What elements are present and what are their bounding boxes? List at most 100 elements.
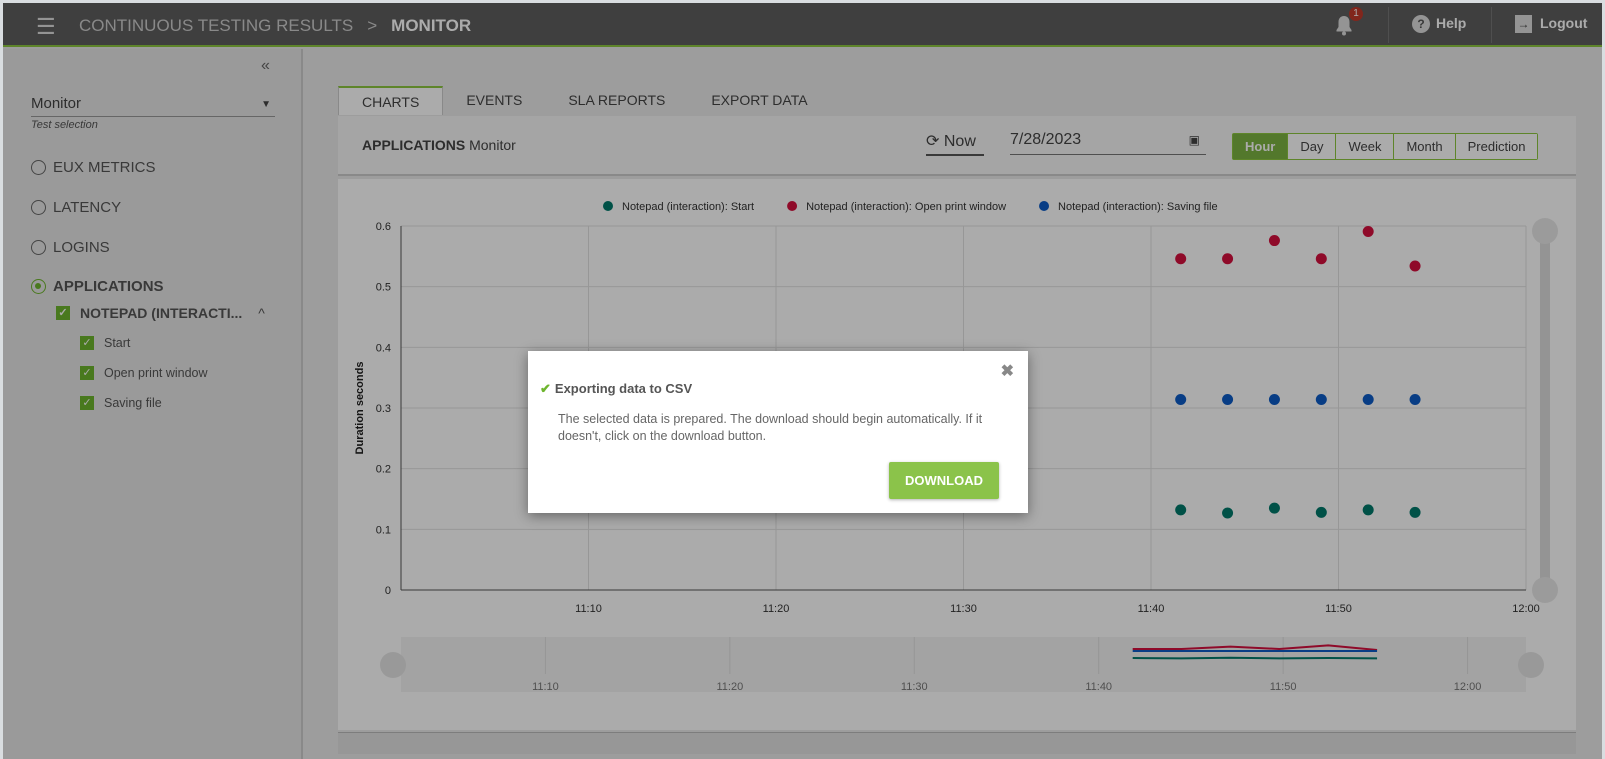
range-month[interactable]: Month <box>1393 134 1455 159</box>
breadcrumb-current: MONITOR <box>391 16 472 35</box>
chevron-up-icon[interactable]: ^ <box>258 305 265 321</box>
legend-label: Notepad (interaction): Saving file <box>1058 201 1218 213</box>
radio-logins[interactable]: LOGINS <box>31 239 110 256</box>
range-hour[interactable]: Hour <box>1233 134 1288 159</box>
chevron-right-icon: > <box>367 16 378 35</box>
modal-title-text: Exporting data to CSV <box>554 381 693 396</box>
test-selection-dropdown[interactable]: Monitor ▼ <box>31 95 275 117</box>
section-name: APPLICATIONS <box>362 137 466 153</box>
hamburger-menu-icon[interactable]: ☰ <box>36 14 56 39</box>
navigator-tick-label: 11:40 <box>1085 681 1112 693</box>
x-tick-label: 11:10 <box>575 603 602 615</box>
data-point <box>1268 394 1280 406</box>
radio-eux-metrics[interactable]: EUX METRICS <box>31 159 156 176</box>
divider <box>1388 7 1389 43</box>
data-point <box>1175 394 1187 406</box>
navigator-series-line <box>1132 644 1378 651</box>
radio-icon <box>31 200 46 215</box>
now-label: Now <box>943 133 976 150</box>
test-name: Monitor <box>469 137 516 153</box>
now-button[interactable]: ⟳ Now <box>926 131 984 156</box>
logout-button[interactable]: → Logout <box>1515 15 1587 33</box>
checkbox-checked-icon: ✓ <box>80 396 94 410</box>
data-point <box>1362 504 1374 516</box>
range-week[interactable]: Week <box>1335 134 1394 159</box>
date-input[interactable]: 7/28/2023 ▣ <box>1010 131 1206 155</box>
checkbox-checked-icon: ✓ <box>80 336 94 350</box>
refresh-icon: ⟳ <box>926 133 940 150</box>
checkbox-label: Saving file <box>104 396 162 410</box>
download-button[interactable]: DOWNLOAD <box>889 462 999 499</box>
data-point <box>1409 506 1421 518</box>
range-day[interactable]: Day <box>1287 134 1336 159</box>
tab-events[interactable]: EVENTS <box>466 92 523 108</box>
radio-icon <box>31 240 46 255</box>
slider-handle-bottom <box>1532 577 1558 603</box>
tab-charts[interactable]: CHARTS <box>338 86 444 115</box>
close-icon[interactable]: ✖ <box>1000 363 1014 380</box>
help-button[interactable]: ? Help <box>1412 15 1466 33</box>
radio-label: APPLICATIONS <box>53 278 164 295</box>
top-header: ☰ CONTINUOUS TESTING RESULTS > MONITOR 1 ?… <box>3 3 1602 47</box>
divider <box>1491 7 1492 43</box>
modal-title: ✔ Exporting data to CSV <box>540 381 692 397</box>
range-prediction[interactable]: Prediction <box>1454 134 1538 159</box>
navigator-handle-right <box>1518 652 1544 678</box>
check-icon: ✔ <box>540 381 551 396</box>
checkbox-saving-file[interactable]: ✓ Saving file <box>80 396 162 410</box>
data-point <box>1268 502 1280 514</box>
y-tick-label: 0.6 <box>376 221 391 233</box>
x-tick-label: 11:30 <box>950 603 977 615</box>
bell-icon[interactable] <box>1335 14 1353 36</box>
data-point <box>1222 394 1234 406</box>
legend-marker <box>1039 201 1050 211</box>
data-point <box>1315 506 1327 518</box>
y-tick-label: 0.5 <box>376 282 391 294</box>
data-point <box>1362 225 1374 237</box>
radio-latency[interactable]: LATENCY <box>31 199 121 216</box>
data-point <box>1175 504 1187 516</box>
navigator-tick-label: 11:30 <box>901 681 928 693</box>
legend-label: Notepad (interaction): Start <box>622 201 754 213</box>
y-tick-label: 0.3 <box>376 403 391 415</box>
tab-export-data[interactable]: EXPORT DATA <box>711 92 808 108</box>
checkbox-start[interactable]: ✓ Start <box>80 336 130 350</box>
x-tick-label: 11:40 <box>1138 603 1165 615</box>
y-tick-label: 0 <box>385 585 391 597</box>
help-icon: ? <box>1412 15 1430 33</box>
breadcrumb-root[interactable]: CONTINUOUS TESTING RESULTS <box>79 16 354 35</box>
chart-title: APPLICATIONS Monitor <box>362 137 516 153</box>
calendar-icon[interactable]: ▣ <box>1188 133 1200 147</box>
radio-applications[interactable]: APPLICATIONS <box>31 278 164 295</box>
tab-sla-reports[interactable]: SLA REPORTS <box>568 92 666 108</box>
data-point <box>1175 253 1187 265</box>
breadcrumb: CONTINUOUS TESTING RESULTS > MONITOR <box>79 16 471 36</box>
sidebar: « Monitor ▼ Test selection EUX METRICS LA… <box>3 49 303 759</box>
checkbox-open-print-window[interactable]: ✓ Open print window <box>80 366 208 380</box>
data-point <box>1362 394 1374 406</box>
navigator-tick-label: 11:50 <box>1270 681 1297 693</box>
data-point <box>1222 253 1234 265</box>
checkbox-checked-icon: ✓ <box>56 306 70 320</box>
app-window: ☰ CONTINUOUS TESTING RESULTS > MONITOR 1 ?… <box>3 3 1602 759</box>
x-tick-label: 11:20 <box>763 603 790 615</box>
export-modal: ✖ ✔ Exporting data to CSV The selected da… <box>528 351 1028 513</box>
slider-handle-top <box>1532 218 1558 244</box>
checkbox-notepad[interactable]: ✓ NOTEPAD (INTERACTI... ^ <box>56 305 265 321</box>
navigator-handle-left <box>380 652 406 678</box>
data-point <box>1268 235 1280 247</box>
tab-bar: CHARTS EVENTS SLA REPORTS EXPORT DATA <box>338 86 831 115</box>
radio-icon <box>31 160 46 175</box>
modal-message: The selected data is prepared. The downl… <box>558 412 983 443</box>
x-tick-label: 12:00 <box>1512 603 1540 615</box>
date-value: 7/28/2023 <box>1010 131 1082 148</box>
y-tick-label: 0.1 <box>376 524 391 536</box>
caret-down-icon: ▼ <box>261 99 271 110</box>
collapse-sidebar-icon[interactable]: « <box>261 57 270 74</box>
bottom-strip <box>338 732 1576 754</box>
data-point <box>1409 394 1421 406</box>
range-selector: Hour Day Week Month Prediction <box>1232 133 1539 160</box>
radio-label: LOGINS <box>53 239 110 256</box>
legend-label: Notepad (interaction): Open print window <box>806 201 1006 213</box>
y-axis-label: Duration seconds <box>354 362 366 455</box>
